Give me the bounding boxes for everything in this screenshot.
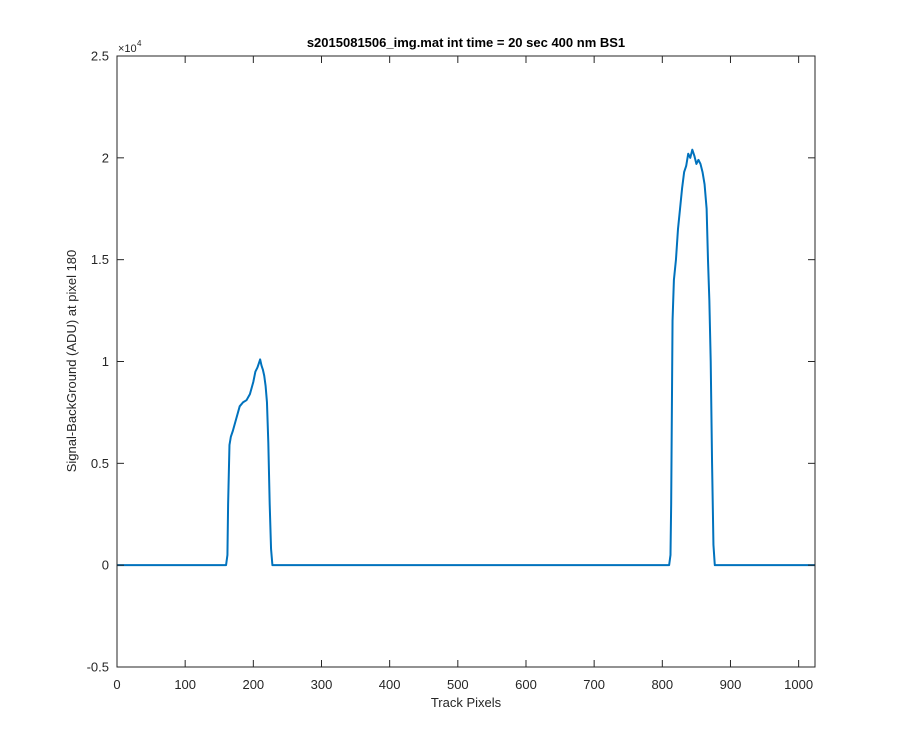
x-tick-label: 900 xyxy=(720,677,742,692)
y-axis-exponent-base: ×10 xyxy=(118,43,137,55)
y-tick-label: 1.5 xyxy=(91,252,109,267)
chart-title: s2015081506_img.mat int time = 20 sec 40… xyxy=(307,35,625,50)
y-tick-label: 2 xyxy=(102,150,109,165)
y-axis-exponent-power: 4 xyxy=(137,39,142,48)
y-tick-label: 0.5 xyxy=(91,456,109,471)
series-line xyxy=(117,148,815,567)
y-axis-label: Signal-BackGround (ADU) at pixel 180 xyxy=(64,250,79,473)
x-tick-label: 1000 xyxy=(784,677,813,692)
x-tick-label: 100 xyxy=(174,677,196,692)
y-tick-label: 1 xyxy=(102,354,109,369)
y-tick-label: -0.5 xyxy=(87,660,109,675)
series-layer xyxy=(117,148,815,567)
x-tick-label: 400 xyxy=(379,677,401,692)
x-tick-label: 800 xyxy=(651,677,673,692)
x-tick-label: 200 xyxy=(242,677,264,692)
x-tick-label: 300 xyxy=(311,677,333,692)
y-tick-label: 0 xyxy=(102,558,109,573)
y-axis: -0.5 0 0.5 1 1.5 2 2.5 xyxy=(87,49,815,675)
x-axis-label: Track Pixels xyxy=(431,695,502,710)
x-tick-label: 500 xyxy=(447,677,469,692)
y-tick-label: 2.5 xyxy=(91,49,109,64)
x-tick-label: 0 xyxy=(113,677,120,692)
y-axis-exponent: ×10 4 xyxy=(118,39,142,55)
x-tick-label: 700 xyxy=(583,677,605,692)
x-tick-label: 600 xyxy=(515,677,537,692)
x-axis: 0 100 200 300 400 500 600 700 800 900 1000 xyxy=(113,56,813,692)
